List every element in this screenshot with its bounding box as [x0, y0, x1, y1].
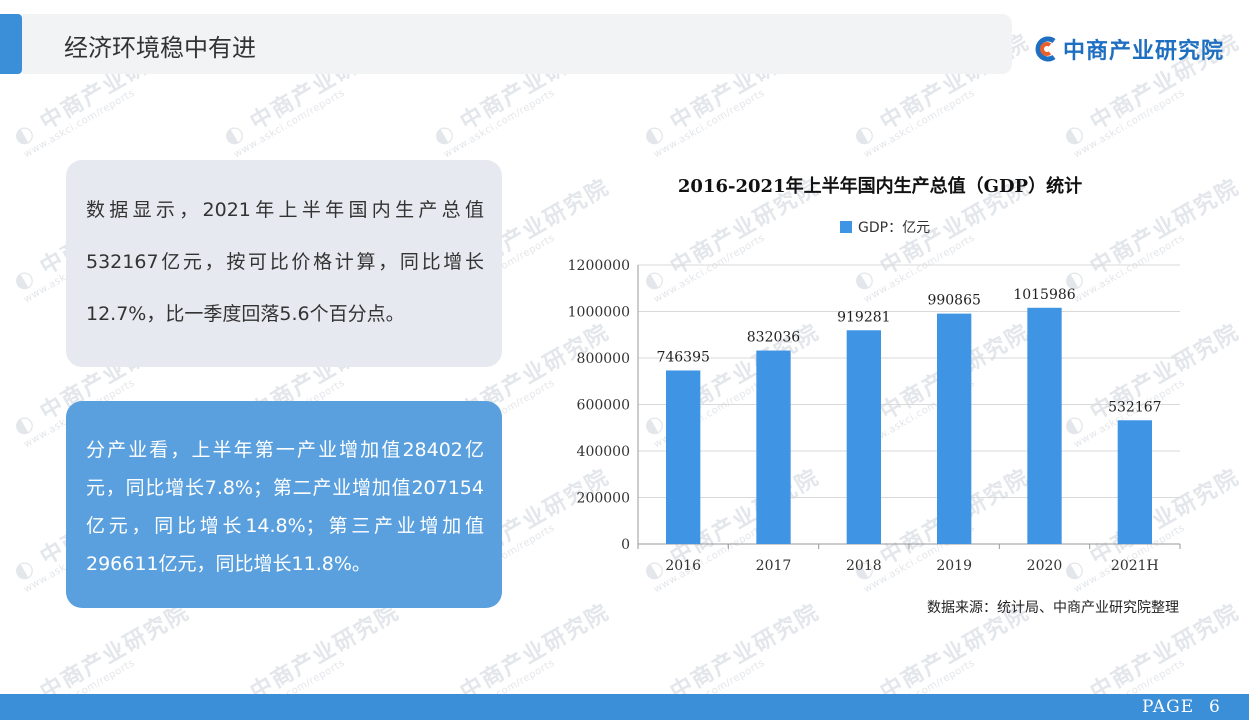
bar	[937, 313, 972, 544]
bar	[1117, 420, 1152, 544]
legend-label: GDP：亿元	[858, 220, 931, 236]
x-tick-label: 2019	[936, 558, 972, 574]
y-tick-label: 1000000	[568, 305, 630, 321]
industry-card: 分产业看，上半年第一产业增加值28402亿元，同比增长7.8%；第二产业增加值2…	[66, 401, 502, 608]
legend-swatch	[840, 221, 852, 233]
summary-card-text: 数据显示，2021年上半年国内生产总值532167亿元，按可比价格计算，同比增长…	[86, 199, 484, 325]
logo-text: 中商产业研究院	[1063, 39, 1225, 64]
bar	[846, 330, 881, 544]
y-tick-label: 400000	[577, 444, 630, 460]
y-tick-label: 800000	[577, 351, 630, 367]
chart-plot: 0 200000 400000 600000 800000 1000000 1200000 7…	[568, 258, 1181, 574]
bar-value-label: 1015986	[1013, 287, 1075, 303]
x-tick-label: 2018	[846, 558, 882, 574]
logo: 中商产业研究院	[1035, 33, 1224, 65]
page-title: 经济环境稳中有进	[64, 34, 256, 62]
bar-value-label: 832036	[747, 330, 801, 346]
x-tick-label: 2017	[756, 558, 792, 574]
y-tick-label: 200000	[577, 491, 630, 507]
zhongshang-logo-icon	[1035, 36, 1056, 62]
page-label: PAGE	[1142, 697, 1195, 717]
bar-value-label: 990865	[927, 293, 980, 309]
bar-value-label: 746395	[656, 349, 709, 365]
gdp-chart: 2016-2021年上半年国内生产总值（GDP）统计 GDP：亿元 0 20000…	[560, 160, 1200, 630]
x-tick-label: 2021H	[1111, 558, 1159, 574]
bar-value-label: 532167	[1108, 399, 1161, 415]
chart-title: 2016-2021年上半年国内生产总值（GDP）统计	[677, 176, 1083, 197]
page-number: 6	[1209, 697, 1220, 717]
y-tick-label: 0	[621, 537, 630, 553]
y-tick-label: 600000	[577, 398, 630, 414]
industry-card-text: 分产业看，上半年第一产业增加值28402亿元，同比增长7.8%；第二产业增加值2…	[86, 439, 484, 575]
bar-value-label: 919281	[837, 309, 890, 325]
y-tick-label: 1200000	[568, 258, 630, 274]
x-tick-label: 2020	[1027, 558, 1063, 574]
x-tick-label: 2016	[665, 558, 701, 574]
header-accent-bar	[0, 14, 22, 74]
summary-card: 数据显示，2021年上半年国内生产总值532167亿元，按可比价格计算，同比增长…	[66, 160, 502, 367]
bar	[1027, 307, 1062, 544]
source-note: 数据来源：统计局、中商产业研究院整理	[927, 600, 1179, 616]
bar	[756, 350, 791, 544]
chart-legend: GDP：亿元	[840, 217, 930, 237]
header-bar	[22, 14, 1012, 74]
bar	[666, 370, 701, 544]
footer-bar	[0, 694, 1249, 720]
